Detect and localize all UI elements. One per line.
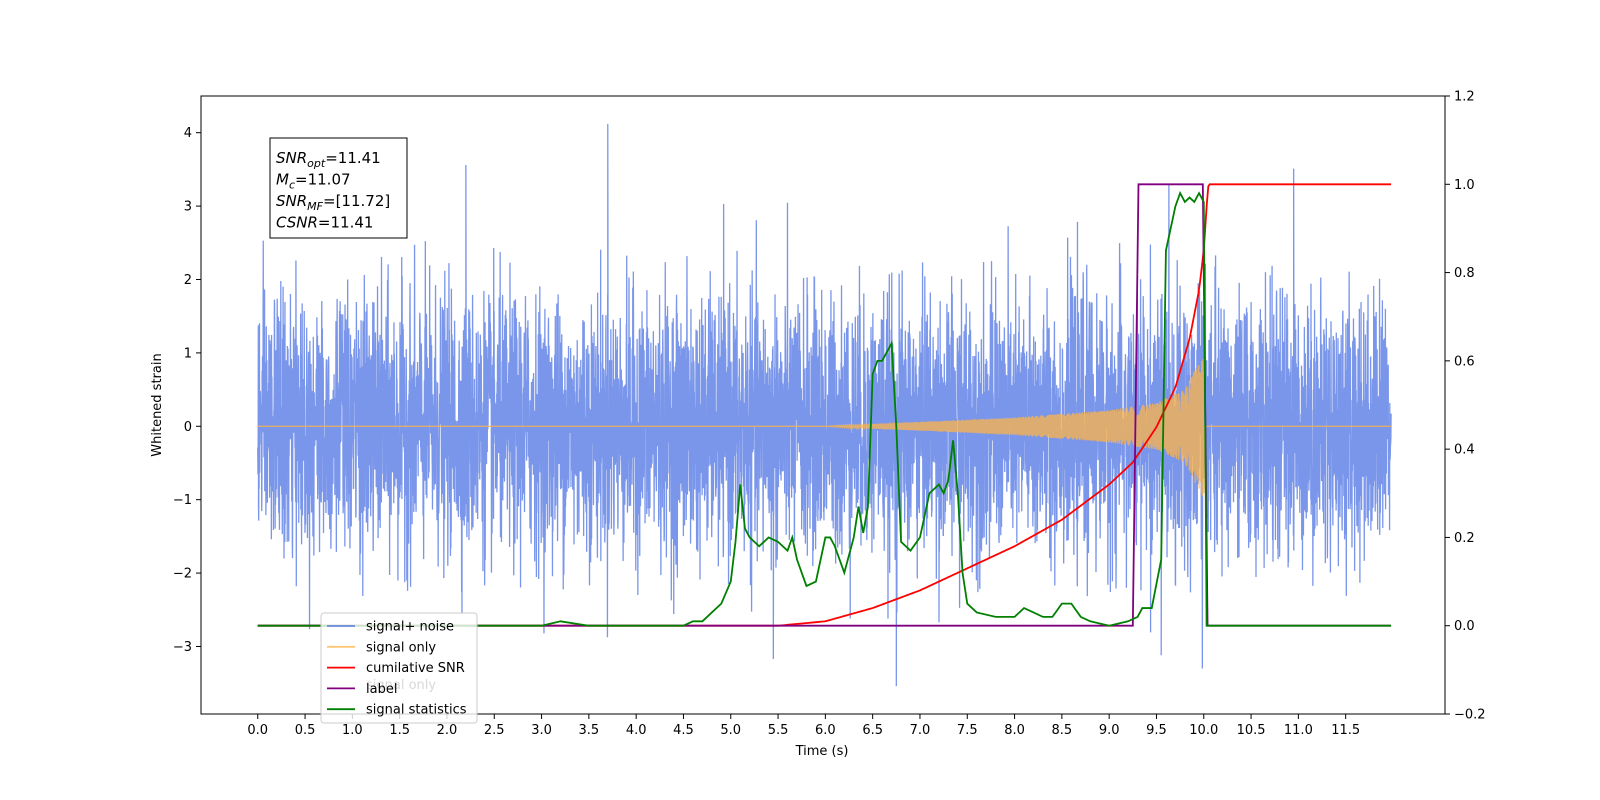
y-tick-label: 0 (184, 420, 192, 435)
y2-tick-label: 0.8 (1454, 266, 1475, 281)
y-tick-label: −1 (173, 493, 192, 508)
y-tick-label: 4 (184, 126, 192, 141)
x-tick-label: 1.5 (389, 723, 410, 738)
x-tick-label: 9.5 (1146, 723, 1167, 738)
series-signal-statistics (257, 190, 1392, 627)
x-tick-label: 4.0 (626, 723, 647, 738)
x-tick-label: 11.0 (1284, 723, 1313, 738)
x-tick-label: 10.5 (1237, 723, 1266, 738)
x-tick-label: 0.5 (295, 723, 316, 738)
y2-tick-label: 1.0 (1454, 178, 1475, 193)
x-tick-label: 3.0 (531, 723, 552, 738)
x-tick-label: 2.5 (484, 723, 505, 738)
y-tick-label: 3 (184, 200, 192, 215)
x-tick-label: 1.0 (342, 723, 363, 738)
x-tick-label: 0.0 (247, 723, 268, 738)
y2-tick-label: 1.2 (1454, 90, 1475, 105)
x-tick-label: 8.0 (1004, 723, 1025, 738)
legend-entry: label (366, 682, 397, 697)
legend-entry: signal+ noise (366, 620, 454, 635)
y-tick-label: −3 (173, 640, 192, 655)
annotation-line: SNRopt=11.41 (276, 149, 381, 170)
x-tick-label: 8.5 (1052, 723, 1073, 738)
y-axis-label: Whitened strain (150, 353, 165, 456)
y2-tick-label: 0.6 (1454, 354, 1475, 369)
x-tick-label: 6.0 (815, 723, 836, 738)
legend-entry: cumilative SNR (366, 661, 465, 676)
y-axis-ticks: −3 −2 −1 0 1 2 3 4 (173, 126, 201, 655)
x-tick-label: 9.0 (1099, 723, 1120, 738)
x-tick-label: 10.0 (1189, 723, 1218, 738)
y2-tick-label: 0.2 (1454, 531, 1475, 546)
series-layer (257, 123, 1392, 687)
y2-tick-label: 0.0 (1454, 619, 1475, 634)
y2-tick-label: 0.4 (1454, 443, 1475, 458)
annotation-line: SNRMF=[11.72] (276, 192, 390, 213)
annotation-frame (269, 137, 408, 239)
annotation-box: SNRopt=11.41Mc=11.07SNRMF=[11.72]CSNR=11… (269, 137, 408, 239)
x-tick-label: 5.0 (720, 723, 741, 738)
x-tick-label: 5.5 (768, 723, 789, 738)
annotation-line: Mc=11.07 (276, 171, 351, 192)
annotation-line: CSNR=11.41 (276, 214, 373, 232)
x-axis-ticks: 0.0 0.5 1.0 1.5 2.0 2.5 3.0 3.5 4.0 4.5 5.0 5.5 6.0 6… (247, 714, 1360, 738)
x-tick-label: 6.5 (862, 723, 883, 738)
y-tick-label: 2 (184, 273, 192, 288)
legend-entry: signal statistics (366, 703, 467, 718)
x-tick-label: 7.5 (957, 723, 978, 738)
y2-tick-label: −0.2 (1454, 708, 1486, 723)
legend-frame (320, 612, 478, 724)
series-signal-only (257, 359, 1392, 497)
x-tick-label: 11.5 (1331, 723, 1360, 738)
legend: signal only signal+ noise signal only cumil… (320, 612, 478, 724)
x-tick-label: 7.0 (910, 723, 931, 738)
y-tick-label: −2 (173, 567, 192, 582)
x-tick-label: 2.0 (437, 723, 458, 738)
legend-ghost-text: signal only (366, 678, 436, 693)
legend-entry: signal only (366, 640, 436, 655)
x-tick-label: 4.5 (673, 723, 694, 738)
x-axis-label: Time (s) (795, 744, 849, 759)
y-tick-label: 1 (184, 346, 192, 361)
y2-axis-ticks: −0.2 0.0 0.2 0.4 0.6 0.8 1.0 1.2 (1445, 90, 1486, 723)
plot-frame (200, 95, 1446, 715)
series-signal-plus-noise (257, 123, 1392, 687)
x-tick-label: 3.5 (579, 723, 600, 738)
